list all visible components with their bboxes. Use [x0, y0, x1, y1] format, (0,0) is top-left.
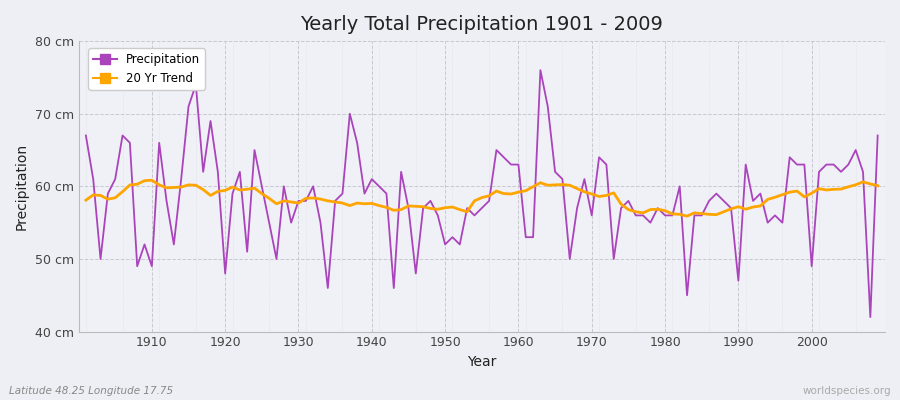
- X-axis label: Year: Year: [467, 355, 497, 369]
- Y-axis label: Precipitation: Precipitation: [15, 143, 29, 230]
- Text: Latitude 48.25 Longitude 17.75: Latitude 48.25 Longitude 17.75: [9, 386, 173, 396]
- Legend: Precipitation, 20 Yr Trend: Precipitation, 20 Yr Trend: [88, 48, 205, 90]
- Title: Yearly Total Precipitation 1901 - 2009: Yearly Total Precipitation 1901 - 2009: [301, 15, 663, 34]
- Text: worldspecies.org: worldspecies.org: [803, 386, 891, 396]
